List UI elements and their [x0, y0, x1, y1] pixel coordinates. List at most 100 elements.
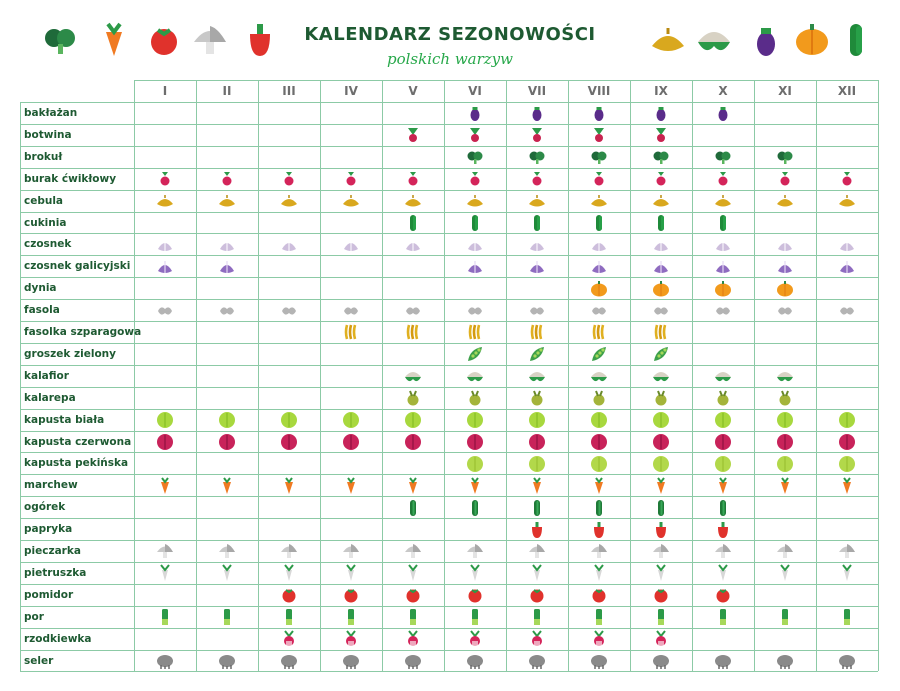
- parsley-root-icon: [714, 564, 732, 582]
- cucumber-icon: [590, 499, 608, 517]
- vegetable-label: seler: [24, 654, 54, 667]
- month-label: VII: [527, 84, 547, 98]
- garlic-purple-icon: [156, 258, 174, 276]
- onion-icon: [218, 192, 236, 210]
- cucumber-icon: [714, 499, 732, 517]
- kohlrabi-icon: [776, 389, 794, 407]
- onion-icon: [590, 192, 608, 210]
- leek-icon: [218, 608, 236, 626]
- broccoli-icon: [42, 22, 82, 62]
- garlic-icon: [714, 236, 732, 254]
- cabbage-white-icon: [156, 411, 174, 429]
- mushroom-icon: [404, 542, 422, 560]
- leek-icon: [652, 608, 670, 626]
- vegetable-label: kapusta biała: [24, 413, 105, 426]
- mushroom-icon: [280, 542, 298, 560]
- garlic-purple-icon: [218, 258, 236, 276]
- vegetable-label: fasola: [24, 304, 60, 317]
- leek-icon: [776, 608, 794, 626]
- zucchini-icon: [528, 214, 546, 232]
- garlic-icon: [776, 236, 794, 254]
- parsley-root-icon: [280, 564, 298, 582]
- celery-icon: [280, 652, 298, 670]
- onion-icon: [156, 192, 174, 210]
- onion-icon: [652, 192, 670, 210]
- green-beans-icon: [590, 323, 608, 341]
- onion-icon: [714, 192, 732, 210]
- tomato-icon: [528, 586, 546, 604]
- parsley-root-icon: [590, 564, 608, 582]
- kohlrabi-icon: [528, 389, 546, 407]
- mushroom-icon: [838, 542, 856, 560]
- vegetable-label: bakłażan: [24, 107, 78, 119]
- cabbage-chinese-icon: [528, 455, 546, 473]
- garlic-icon: [280, 236, 298, 254]
- eggplant-icon: [528, 104, 546, 122]
- parsley-root-icon: [652, 564, 670, 582]
- month-label: XII: [837, 84, 857, 98]
- garlic-purple-icon: [528, 258, 546, 276]
- vegetable-label: pietruszka: [24, 566, 87, 579]
- cabbage-chinese-icon: [652, 455, 670, 473]
- vegetable-label: marchew: [24, 479, 78, 492]
- cabbage-red-icon: [776, 433, 794, 451]
- kohlrabi-icon: [652, 389, 670, 407]
- leek-icon: [404, 608, 422, 626]
- carrot-icon: [280, 477, 298, 495]
- beet-icon: [218, 170, 236, 188]
- onion-icon: [776, 192, 794, 210]
- vegetable-label: czosnek: [24, 238, 72, 251]
- celery-icon: [528, 652, 546, 670]
- peas-icon: [590, 345, 608, 363]
- broccoli-icon: [714, 148, 732, 166]
- garlic-purple-icon: [838, 258, 856, 276]
- carrot-icon: [776, 477, 794, 495]
- beet-icon: [838, 170, 856, 188]
- garlic-icon: [342, 236, 360, 254]
- mushroom-icon: [528, 542, 546, 560]
- broccoli-icon: [528, 148, 546, 166]
- radish-icon: [652, 630, 670, 648]
- grid-line: [20, 102, 21, 672]
- eggplant-icon: [652, 104, 670, 122]
- cabbage-white-icon: [466, 411, 484, 429]
- pumpkin-icon: [794, 22, 834, 62]
- tomato-icon: [590, 586, 608, 604]
- cabbage-white-icon: [280, 411, 298, 429]
- radish-icon: [280, 630, 298, 648]
- beet-icon: [342, 170, 360, 188]
- pepper-icon: [590, 521, 608, 539]
- pumpkin-icon: [652, 280, 670, 298]
- garlic-icon: [838, 236, 856, 254]
- pepper-icon: [242, 22, 282, 62]
- grid-line: [20, 386, 878, 388]
- cauliflower-icon: [652, 367, 670, 385]
- cucumber-icon: [528, 499, 546, 517]
- eggplant-icon: [466, 104, 484, 122]
- vegetable-label: dynia: [24, 282, 57, 295]
- month-label: X: [718, 84, 728, 98]
- vegetable-label: pieczarka: [24, 545, 81, 557]
- grid-line: [20, 123, 878, 125]
- kohlrabi-icon: [404, 389, 422, 407]
- grid-line: [382, 80, 383, 672]
- cabbage-red-icon: [466, 433, 484, 451]
- vegetable-label: pomidor: [24, 588, 74, 601]
- mushroom-icon: [218, 542, 236, 560]
- carrot-icon: [590, 477, 608, 495]
- carrot-icon: [528, 477, 546, 495]
- mushroom-icon: [342, 542, 360, 560]
- bean-icon: [652, 302, 670, 320]
- garlic-purple-icon: [714, 258, 732, 276]
- cabbage-red-icon: [342, 433, 360, 451]
- radish-icon: [404, 630, 422, 648]
- leek-icon: [466, 608, 484, 626]
- cabbage-white-icon: [528, 411, 546, 429]
- grid-line: [20, 233, 878, 235]
- parsley-root-icon: [466, 564, 484, 582]
- cabbage-chinese-icon: [776, 455, 794, 473]
- bean-icon: [342, 302, 360, 320]
- vegetable-label: cebula: [24, 194, 64, 207]
- cabbage-red-icon: [404, 433, 422, 451]
